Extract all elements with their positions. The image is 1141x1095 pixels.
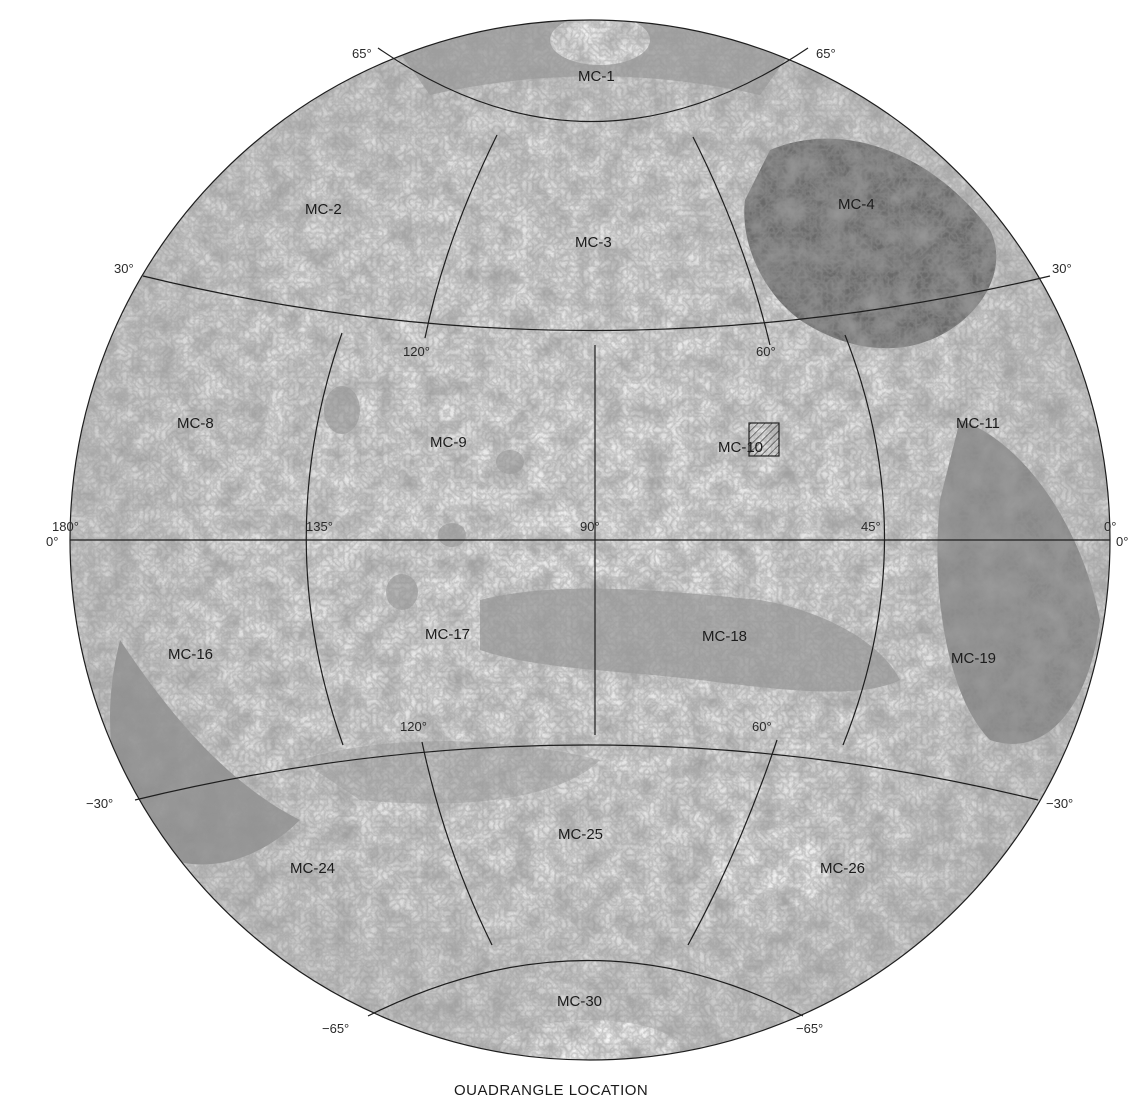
quad-label-mc-2: MC-2 bbox=[305, 201, 342, 218]
study-area-highlight bbox=[748, 422, 780, 457]
quad-label-mc-16: MC-16 bbox=[168, 646, 213, 663]
quad-label-mc-8: MC-8 bbox=[177, 415, 214, 432]
lat-label-s65-left: −65° bbox=[322, 1021, 349, 1036]
quad-label-mc-19: MC-19 bbox=[951, 650, 996, 667]
quad-label-mc-30: MC-30 bbox=[557, 993, 602, 1010]
latitude-labels: 65° 65° 30° 30° −30° −30° −65° −65° bbox=[86, 46, 1073, 1036]
lat-label-n65-left: 65° bbox=[352, 46, 372, 61]
lon-label-0-right-a: 0° bbox=[1104, 519, 1116, 534]
quadrangle-labels: MC-1 MC-2 MC-3 MC-4 MC-8 MC-9 MC-10 MC-1… bbox=[168, 68, 1000, 1010]
longitude-labels: 180° 0° 0° 0° 135° 90° 45° 120° 60° 120°… bbox=[46, 344, 1128, 734]
quad-label-mc-18: MC-18 bbox=[702, 628, 747, 645]
map-caption: QUADRANGLE LOCATION bbox=[454, 1082, 648, 1095]
lon-label-90: 90° bbox=[580, 519, 600, 534]
quad-label-mc-4: MC-4 bbox=[838, 196, 875, 213]
quad-label-mc-9: MC-9 bbox=[430, 434, 467, 451]
lat-label-s30-left: −30° bbox=[86, 796, 113, 811]
quad-label-mc-17: MC-17 bbox=[425, 626, 470, 643]
lon-label-0-left: 0° bbox=[46, 534, 58, 549]
lat-label-s30-right: −30° bbox=[1046, 796, 1073, 811]
lat-label-s65-right: −65° bbox=[796, 1021, 823, 1036]
quad-label-mc-3: MC-3 bbox=[575, 234, 612, 251]
quad-label-mc-1: MC-1 bbox=[578, 68, 615, 85]
lat-label-n30-left: 30° bbox=[114, 261, 134, 276]
lat-label-n30-right: 30° bbox=[1052, 261, 1072, 276]
lat-label-n65-right: 65° bbox=[816, 46, 836, 61]
lon-label-60-south: 60° bbox=[752, 719, 772, 734]
quad-label-mc-10: MC-10 bbox=[718, 439, 763, 456]
quad-label-mc-26: MC-26 bbox=[820, 860, 865, 877]
lon-label-120-south: 120° bbox=[400, 719, 427, 734]
lon-label-135: 135° bbox=[306, 519, 333, 534]
graticule bbox=[69, 19, 1111, 1061]
quad-label-mc-25: MC-25 bbox=[558, 826, 603, 843]
lon-label-120-north: 120° bbox=[403, 344, 430, 359]
lon-label-60-north: 60° bbox=[756, 344, 776, 359]
quad-label-mc-11: MC-11 bbox=[956, 415, 1000, 432]
lon-label-45: 45° bbox=[861, 519, 881, 534]
lon-label-0-right-b: 0° bbox=[1116, 534, 1128, 549]
lon-label-180: 180° bbox=[52, 519, 79, 534]
quad-label-mc-24: MC-24 bbox=[290, 860, 335, 877]
